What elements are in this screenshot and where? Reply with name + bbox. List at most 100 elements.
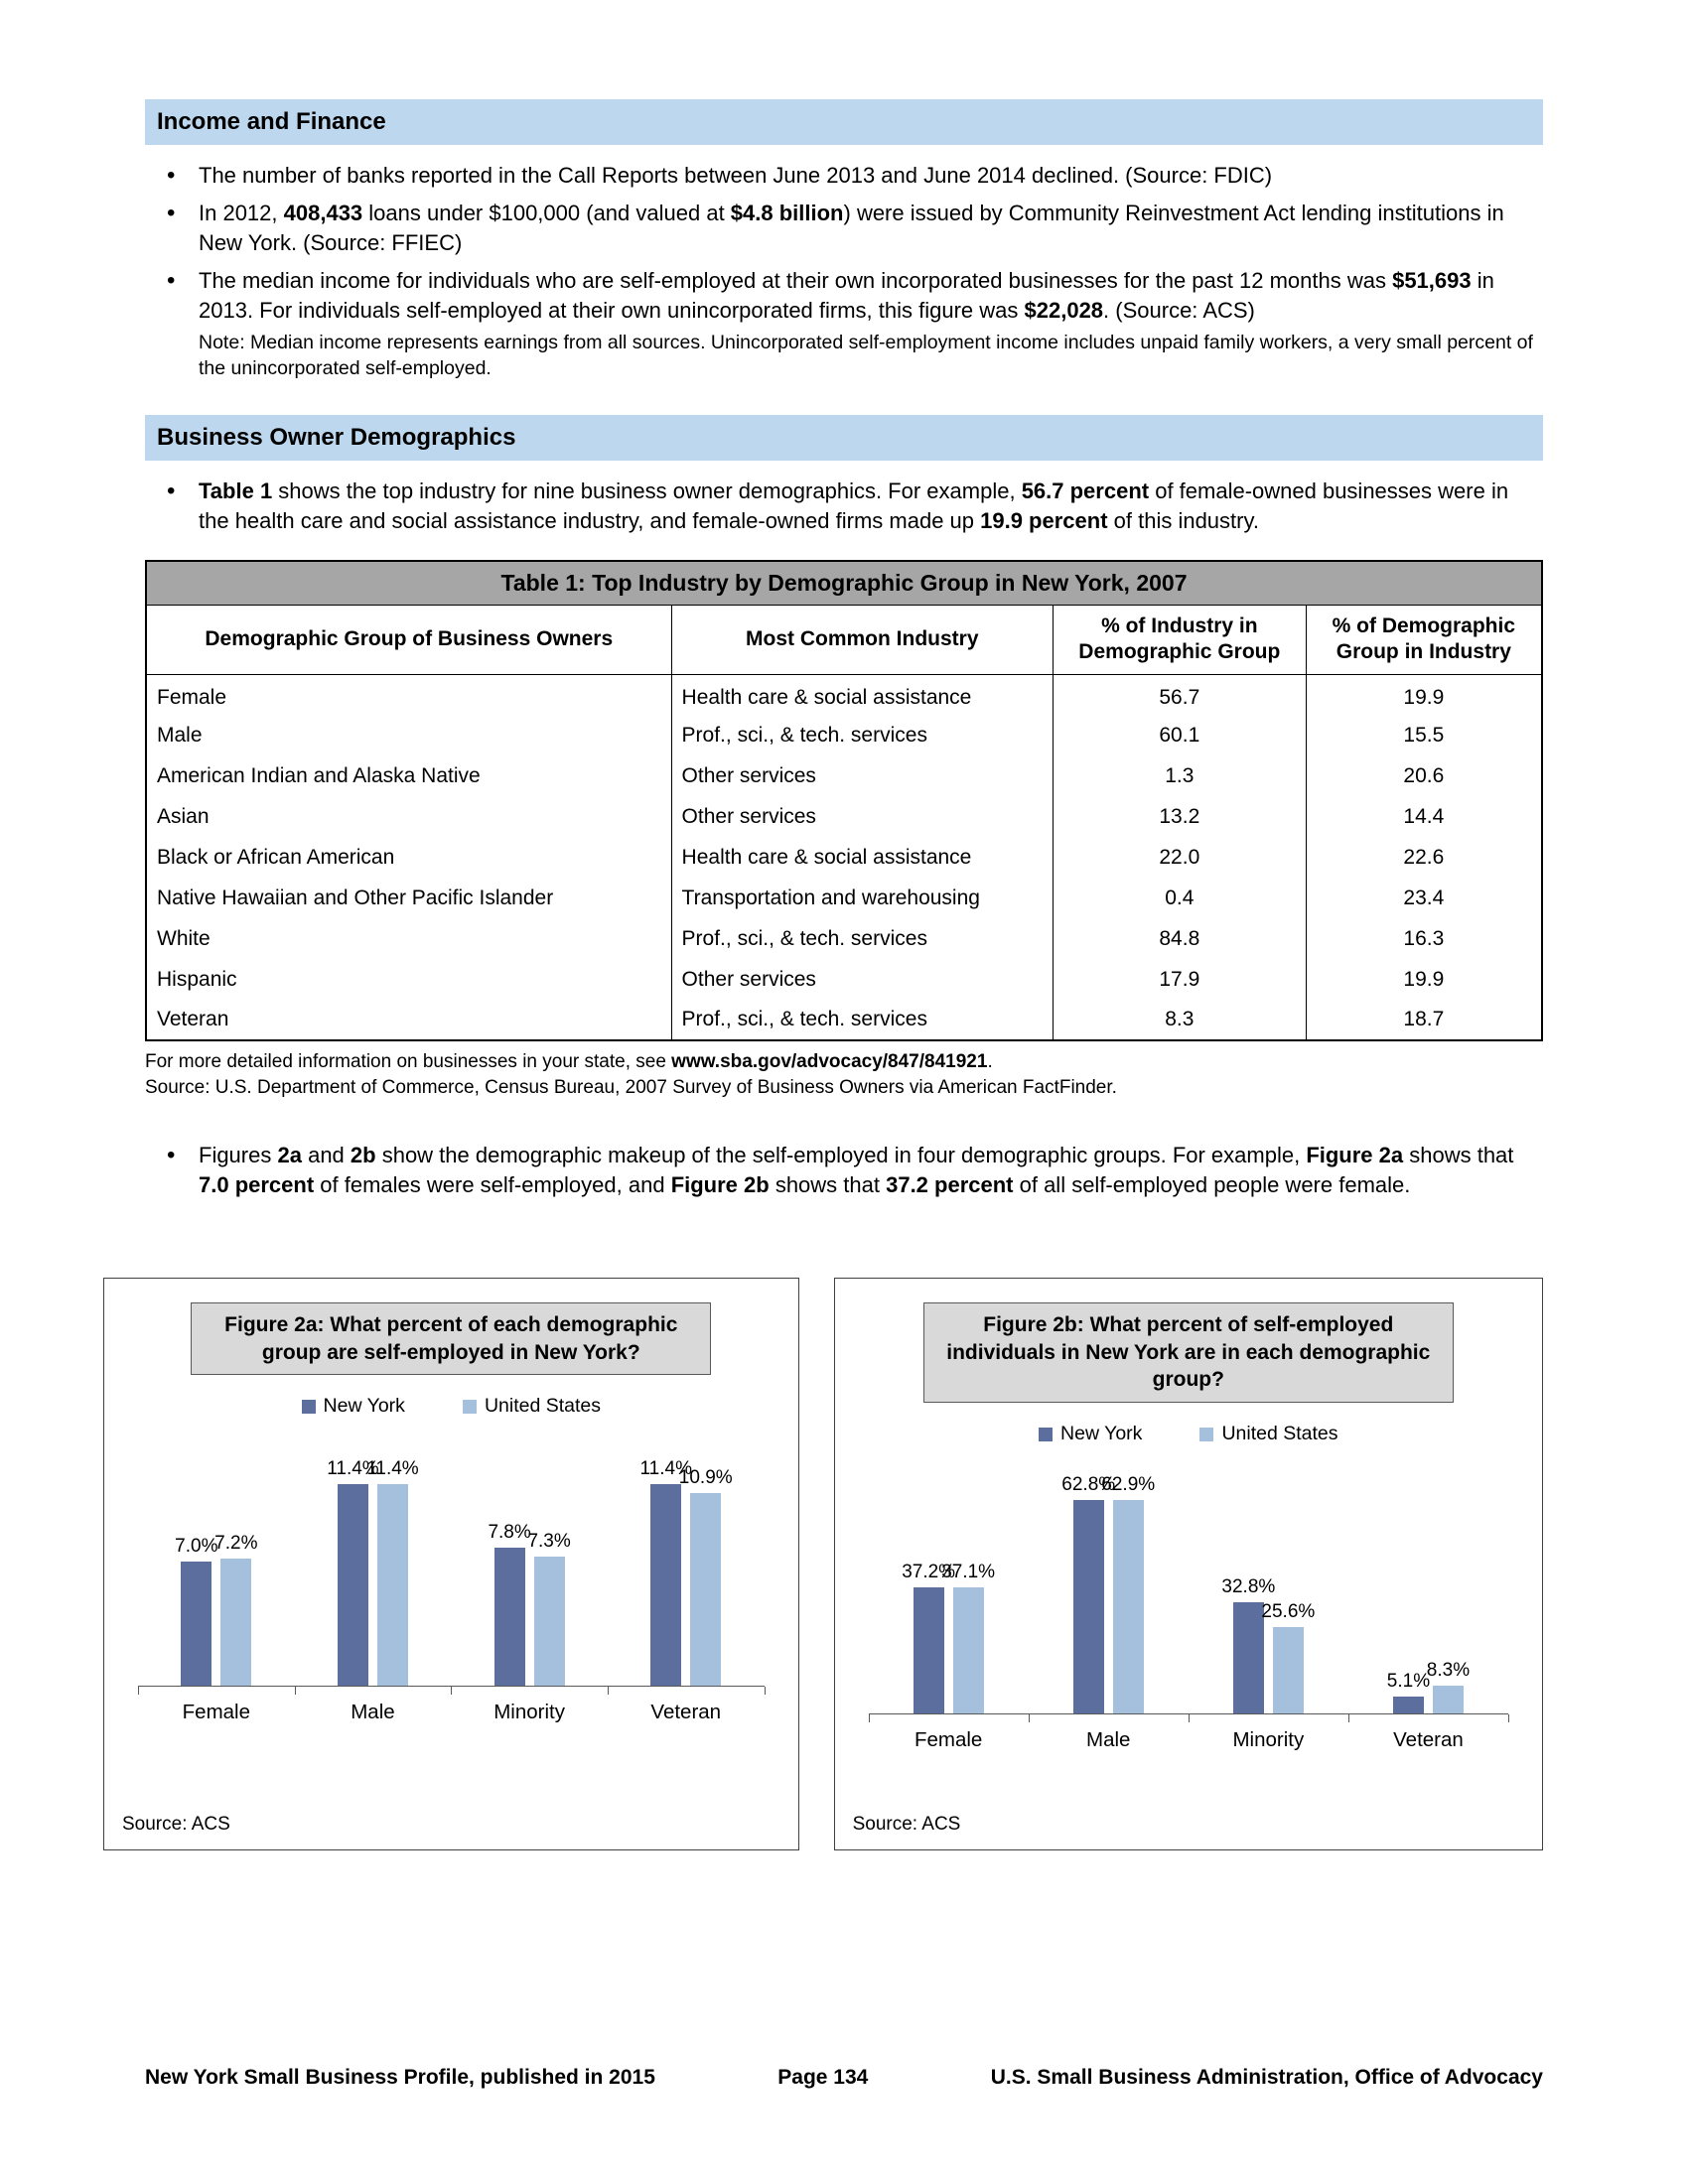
cell-industry: Other services: [670, 755, 1054, 796]
text-segment: of females were self-employed, and: [314, 1172, 671, 1197]
legend-label: New York: [323, 1395, 405, 1418]
cell-percent: 14.4: [1305, 796, 1543, 837]
text-segment: show the demographic makeup of the self-…: [375, 1143, 1307, 1167]
page-footer: New York Small Business Profile, publish…: [145, 2066, 1543, 2090]
category-label: Female: [914, 1728, 983, 1752]
cell-industry: Other services: [670, 796, 1054, 837]
bar-new-york: [1072, 1500, 1104, 1714]
bullet-list-demographics: Table 1 shows the top industry for nine …: [145, 477, 1543, 536]
column-header-pct-industry: % of Industry in Demographic Group: [1052, 605, 1307, 675]
legend-item: New York: [301, 1395, 405, 1418]
cell-percent: 22.6: [1305, 837, 1543, 878]
text-segment: $22,028: [1024, 298, 1104, 323]
category-label: Female: [182, 1701, 250, 1724]
bar-value-label: 62.9%: [1101, 1473, 1156, 1495]
axis-tick: [294, 1687, 296, 1696]
chart-legend-2b: New York United States: [835, 1423, 1542, 1445]
chart-plot-2a: 7.0% 7.2% 11.4% 11.4% 7.8% 7.3% 11.4% 10.9% Fem…: [104, 1437, 798, 1724]
legend-item: New York: [1039, 1423, 1142, 1445]
text-segment: 2a: [277, 1143, 302, 1167]
text-segment: Table 1: [199, 478, 273, 503]
text-segment: Figure 2b: [670, 1172, 770, 1197]
cell-industry: Prof., sci., & tech. services: [670, 715, 1054, 755]
bar-wrap: 8.3%: [1427, 1465, 1470, 1714]
column-header-demographic: Demographic Group of Business Owners: [145, 605, 672, 675]
table-row: White Prof., sci., & tech. services 84.8 16…: [145, 918, 1543, 959]
chart-plot-2b: 37.2% 37.1% 62.8% 62.9% 32.8% 25.6% 5.1% 8.3% F…: [835, 1465, 1542, 1752]
cell-demographic: Asian: [145, 796, 672, 837]
cell-percent: 84.8: [1052, 918, 1307, 959]
text-segment: 2b: [350, 1143, 376, 1167]
cell-percent: 19.9: [1305, 959, 1543, 1000]
table-row: Veteran Prof., sci., & tech. services 8.3 1…: [145, 1000, 1543, 1040]
bar-united-states: [533, 1557, 565, 1687]
section-header-income-finance: Income and Finance: [145, 99, 1543, 145]
text-segment: loans under $100,000 (and valued at: [362, 201, 731, 225]
column-header-industry: Most Common Industry: [670, 605, 1054, 675]
cell-percent: 0.4: [1052, 878, 1307, 918]
link-url[interactable]: www.sba.gov/advocacy/847/841921: [671, 1051, 988, 1072]
bar-new-york: [650, 1483, 682, 1687]
cell-demographic: Female: [145, 674, 672, 715]
legend-item: United States: [462, 1395, 601, 1418]
table-row: Native Hawaiian and Other Pacific Island…: [145, 878, 1543, 918]
figure-2b: Figure 2b: What percent of self-employed…: [833, 1278, 1543, 1850]
bar-wrap: 62.8%: [1061, 1465, 1115, 1714]
bullet-item: Table 1 shows the top industry for nine …: [145, 477, 1543, 536]
bar-group: 5.1% 8.3%: [1348, 1465, 1508, 1714]
section-header-business-owner-demographics: Business Owner Demographics: [145, 415, 1543, 461]
table-header-row: Demographic Group of Business Owners Mos…: [145, 605, 1543, 675]
bar-value-label: 37.1%: [941, 1562, 996, 1583]
category-label: Veteran: [650, 1701, 722, 1724]
cell-industry: Prof., sci., & tech. services: [670, 918, 1054, 959]
bar-new-york: [1392, 1696, 1424, 1714]
cell-percent: 19.9: [1305, 674, 1543, 715]
cell-percent: 56.7: [1052, 674, 1307, 715]
bar-value-label: 11.4%: [639, 1457, 692, 1479]
cell-percent: 18.7: [1305, 1000, 1543, 1040]
cell-industry: Other services: [670, 959, 1054, 1000]
cell-percent: 23.4: [1305, 878, 1543, 918]
text-segment: of this industry.: [1107, 508, 1259, 533]
bar-united-states: [1432, 1685, 1464, 1714]
axis-tick: [1028, 1714, 1030, 1723]
bullet-item: In 2012, 408,433 loans under $100,000 (a…: [145, 199, 1543, 258]
cell-industry: Transportation and warehousing: [670, 878, 1054, 918]
bar-value-label: 5.1%: [1386, 1670, 1431, 1692]
cell-percent: 17.9: [1052, 959, 1307, 1000]
bar-new-york: [337, 1483, 368, 1687]
text-segment: $4.8 billion: [730, 201, 844, 225]
footer-right: U.S. Small Business Administration, Offi…: [990, 2066, 1543, 2089]
text-segment: ) were issued by Community Reinvestment …: [199, 201, 1504, 255]
text-segment: shows the top industry for nine business…: [272, 478, 1022, 503]
legend-item: United States: [1199, 1423, 1338, 1445]
bar-group: 7.0% 7.2%: [138, 1437, 295, 1687]
cell-demographic: American Indian and Alaska Native: [145, 755, 672, 796]
charts-row: Figure 2a: What percent of each demograp…: [103, 1278, 1543, 1850]
bar-value-label: 10.9%: [678, 1466, 733, 1488]
axis-tick: [451, 1687, 453, 1696]
cell-percent: 20.6: [1305, 755, 1543, 796]
bullet-text: The median income for individuals who ar…: [199, 268, 1494, 323]
bullet-list-figures: Figures 2a and 2b show the demographic m…: [145, 1141, 1543, 1200]
text-segment: shows that: [769, 1172, 887, 1197]
text-segment: of all self-employed people were female.: [1013, 1172, 1411, 1197]
cell-percent: 60.1: [1052, 715, 1307, 755]
category-labels: Female Male Minority Veteran: [138, 1695, 765, 1724]
text-segment: 56.7 percent: [1021, 478, 1150, 503]
text-segment: The number of banks reported in the Call…: [199, 163, 1273, 188]
chart-source-2b: Source: ACS: [852, 1814, 961, 1835]
cell-demographic: White: [145, 918, 672, 959]
bar-value-label: 11.4%: [327, 1457, 379, 1479]
table-row: Hispanic Other services 17.9 19.9: [145, 959, 1543, 1000]
text-segment: $51,693: [1392, 268, 1472, 293]
legend-swatch-icon: [462, 1399, 477, 1414]
legend-label: New York: [1060, 1423, 1143, 1445]
table1-body: Female Health care & social assistance 56.…: [145, 674, 1543, 1040]
bar-group: 32.8% 25.6%: [1189, 1465, 1348, 1714]
bar-group: 62.8% 62.9%: [1029, 1465, 1189, 1714]
bar-group: 11.4% 10.9%: [608, 1437, 765, 1687]
text-segment: and: [301, 1143, 351, 1167]
chart-title-2b: Figure 2b: What percent of self-employed…: [922, 1302, 1454, 1404]
text-segment: of female-owned businesses were in the h…: [199, 478, 1509, 533]
